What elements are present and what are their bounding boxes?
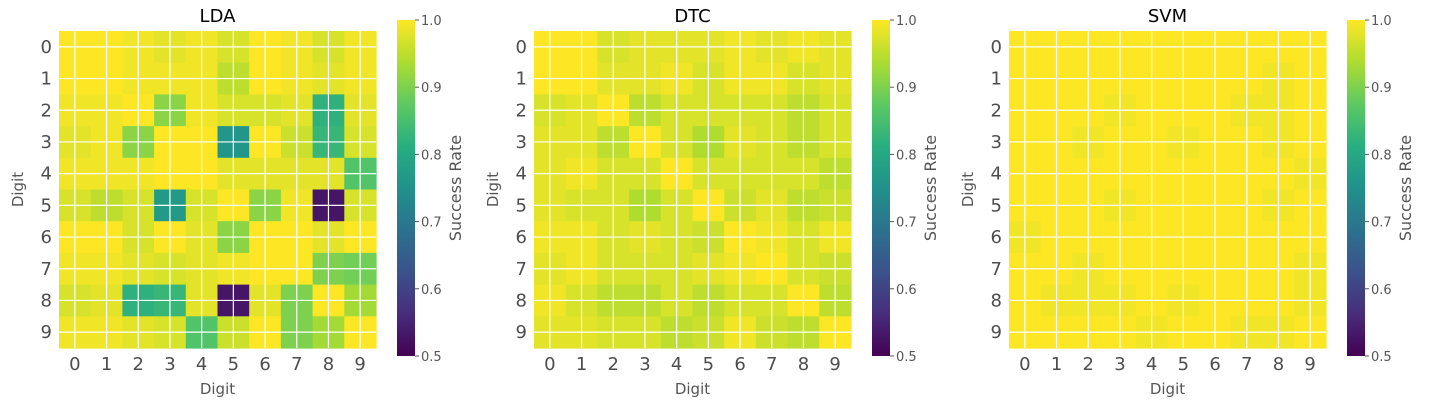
x-tick-label: 6 [734,354,745,375]
y-tick-label: 2 [516,100,527,121]
colorbar-tick-label: 1.0 [421,14,442,29]
colorbar [1347,20,1365,356]
y-axis-label: Digit [484,172,502,207]
y-tick-label: 4 [41,164,52,185]
x-tick-label: 0 [544,354,555,375]
y-tick-label: 5 [41,195,52,216]
y-tick-label: 8 [516,290,527,311]
colorbar-tick-label: 0.8 [1371,148,1392,163]
x-tick-label: 9 [354,354,365,375]
x-tick-label: 1 [576,354,587,375]
x-tick-label: 5 [703,354,714,375]
y-tick-label: 0 [991,37,1002,58]
y-axis-label: Digit [9,172,27,207]
x-tick-label: 5 [228,354,239,375]
y-tick-label: 6 [991,227,1002,248]
x-tick-label: 3 [164,354,175,375]
x-tick-label: 1 [1051,354,1062,375]
x-tick-label: 0 [69,354,80,375]
y-tick-label: 9 [516,322,527,343]
colorbar [872,20,890,356]
colorbar-tick-label: 0.9 [1371,81,1392,96]
x-tick-label: 7 [291,354,302,375]
x-tick-label: 2 [1083,354,1094,375]
y-tick-label: 8 [41,290,52,311]
x-axis-label: Digit [675,380,710,398]
colorbar-label: Success Rate [446,135,465,241]
x-tick-label: 1 [101,354,112,375]
x-tick-label: 9 [829,354,840,375]
colorbar-tick-label: 1.0 [1371,14,1392,29]
y-tick-label: 1 [516,69,527,90]
y-tick-label: 2 [991,100,1002,121]
colorbar-tick-label: 0.5 [421,350,442,365]
y-tick-label: 1 [41,69,52,90]
y-tick-label: 7 [991,259,1002,280]
colorbar-tick-label: 1.0 [896,14,917,29]
y-tick-label: 5 [991,195,1002,216]
x-tick-label: 4 [671,354,682,375]
y-axis-label: Digit [959,172,977,207]
x-tick-label: 9 [1304,354,1315,375]
colorbar-tick-label: 0.5 [1371,350,1392,365]
x-tick-label: 4 [1146,354,1157,375]
x-tick-label: 7 [766,354,777,375]
x-tick-label: 7 [1241,354,1252,375]
y-tick-label: 3 [991,132,1002,153]
x-tick-label: 4 [196,354,207,375]
x-tick-label: 5 [1178,354,1189,375]
x-tick-label: 3 [1114,354,1125,375]
y-tick-label: 8 [991,290,1002,311]
colorbar-tick-label: 0.8 [896,148,917,163]
y-tick-label: 4 [991,164,1002,185]
y-tick-label: 5 [516,195,527,216]
colorbar-tick-label: 0.7 [421,216,442,231]
chart-title: SVM [1148,6,1187,27]
y-tick-label: 4 [516,164,527,185]
y-tick-label: 3 [516,132,527,153]
colorbar-tick-label: 0.7 [896,216,917,231]
y-tick-label: 6 [516,227,527,248]
x-axis-label: Digit [1150,380,1185,398]
y-tick-label: 2 [41,100,52,121]
colorbar-tick-label: 0.6 [896,283,917,298]
y-tick-label: 6 [41,227,52,248]
x-tick-label: 6 [259,354,270,375]
y-tick-label: 7 [516,259,527,280]
colorbar-tick-label: 0.5 [896,350,917,365]
y-tick-label: 0 [41,37,52,58]
y-tick-label: 7 [41,259,52,280]
x-tick-label: 8 [1273,354,1284,375]
x-tick-label: 0 [1019,354,1030,375]
x-tick-label: 8 [798,354,809,375]
x-tick-label: 8 [323,354,334,375]
colorbar-label: Success Rate [1396,135,1415,241]
y-tick-label: 9 [41,322,52,343]
y-tick-label: 9 [991,322,1002,343]
colorbar-tick-label: 0.9 [421,81,442,96]
x-tick-label: 2 [133,354,144,375]
chart-title: LDA [200,6,237,27]
x-tick-label: 3 [639,354,650,375]
chart-title: DTC [674,6,710,27]
y-tick-label: 0 [516,37,527,58]
colorbar-tick-label: 0.9 [896,81,917,96]
y-tick-label: 1 [991,69,1002,90]
colorbar [397,20,415,356]
colorbar-tick-label: 0.8 [421,148,442,163]
x-tick-label: 2 [608,354,619,375]
x-axis-label: Digit [200,380,235,398]
colorbar-tick-label: 0.6 [1371,283,1392,298]
colorbar-tick-label: 0.7 [1371,216,1392,231]
x-tick-label: 6 [1209,354,1220,375]
colorbar-label: Success Rate [921,135,940,241]
y-tick-label: 3 [41,132,52,153]
colorbar-tick-label: 0.6 [421,283,442,298]
